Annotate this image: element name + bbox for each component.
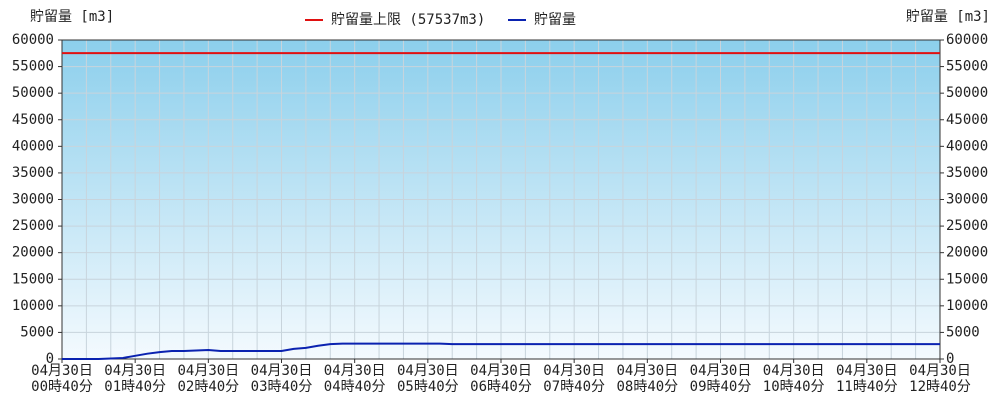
x-tick-label: 04月30日 — [104, 363, 166, 379]
y-tick-label: 20000 — [12, 245, 54, 261]
y2-tick-label: 45000 — [946, 112, 988, 128]
y2-tick-label: 10000 — [946, 298, 988, 314]
x-tick-label: 01時40分 — [104, 379, 166, 395]
x-tick-label: 04月30日 — [470, 363, 532, 379]
y2-tick-label: 5000 — [946, 324, 980, 340]
y-tick-label: 5000 — [20, 324, 54, 340]
x-tick-label: 12時40分 — [909, 379, 971, 395]
x-tick-label: 06時40分 — [470, 379, 532, 395]
x-tick-label: 04月30日 — [690, 363, 752, 379]
y-tick-label: 0 — [46, 351, 54, 367]
y-tick-label: 60000 — [12, 32, 54, 48]
y2-tick-label: 25000 — [946, 218, 988, 234]
y-tick-label: 35000 — [12, 165, 54, 181]
y2-tick-label: 60000 — [946, 32, 988, 48]
x-tick-label: 03時40分 — [251, 379, 313, 395]
y2-tick-label: 20000 — [946, 245, 988, 261]
y-tick-label: 25000 — [12, 218, 54, 234]
x-tick-label: 04月30日 — [543, 363, 605, 379]
y2-tick-label: 35000 — [946, 165, 988, 181]
y2-tick-label: 15000 — [946, 271, 988, 287]
x-tick-label: 04月30日 — [177, 363, 239, 379]
x-tick-label: 04月30日 — [909, 363, 971, 379]
x-tick-label: 05時40分 — [397, 379, 459, 395]
x-tick-label: 11時40分 — [836, 379, 898, 395]
y2-tick-label: 55000 — [946, 59, 988, 75]
data-line — [62, 342, 940, 360]
x-tick-label: 08時40分 — [616, 379, 678, 395]
x-tick-label: 04月30日 — [616, 363, 678, 379]
y-tick-label: 55000 — [12, 59, 54, 75]
legend-label: 貯留量上限 (57537m3) — [331, 12, 485, 28]
y-tick-label: 45000 — [12, 112, 54, 128]
x-tick-label: 02時40分 — [177, 379, 239, 395]
y-tick-label: 10000 — [12, 298, 54, 314]
y-tick-label: 40000 — [12, 138, 54, 154]
x-tick-label: 04月30日 — [397, 363, 459, 379]
x-tick-label: 04月30日 — [31, 363, 93, 379]
y2-tick-label: 0 — [946, 351, 954, 367]
y-tick-label: 30000 — [12, 192, 54, 208]
y2-axis-label: 貯留量 [m3] — [906, 9, 990, 25]
x-tick-label: 10時40分 — [763, 379, 825, 395]
x-tick-label: 04月30日 — [324, 363, 386, 379]
x-tick-label: 04時40分 — [324, 379, 386, 395]
y-tick-label: 15000 — [12, 271, 54, 287]
y2-tick-label: 50000 — [946, 85, 988, 101]
y-axis-label: 貯留量 [m3] — [30, 9, 114, 25]
x-tick-label: 00時40分 — [31, 379, 93, 395]
y-tick-label: 50000 — [12, 85, 54, 101]
x-tick-label: 04月30日 — [836, 363, 898, 379]
x-tick-label: 04月30日 — [251, 363, 313, 379]
y2-tick-label: 40000 — [946, 138, 988, 154]
y2-tick-label: 30000 — [946, 192, 988, 208]
x-tick-label: 07時40分 — [543, 379, 605, 395]
legend-label: 貯留量 — [534, 12, 576, 28]
x-tick-label: 09時40分 — [690, 379, 752, 395]
x-tick-label: 04月30日 — [763, 363, 825, 379]
